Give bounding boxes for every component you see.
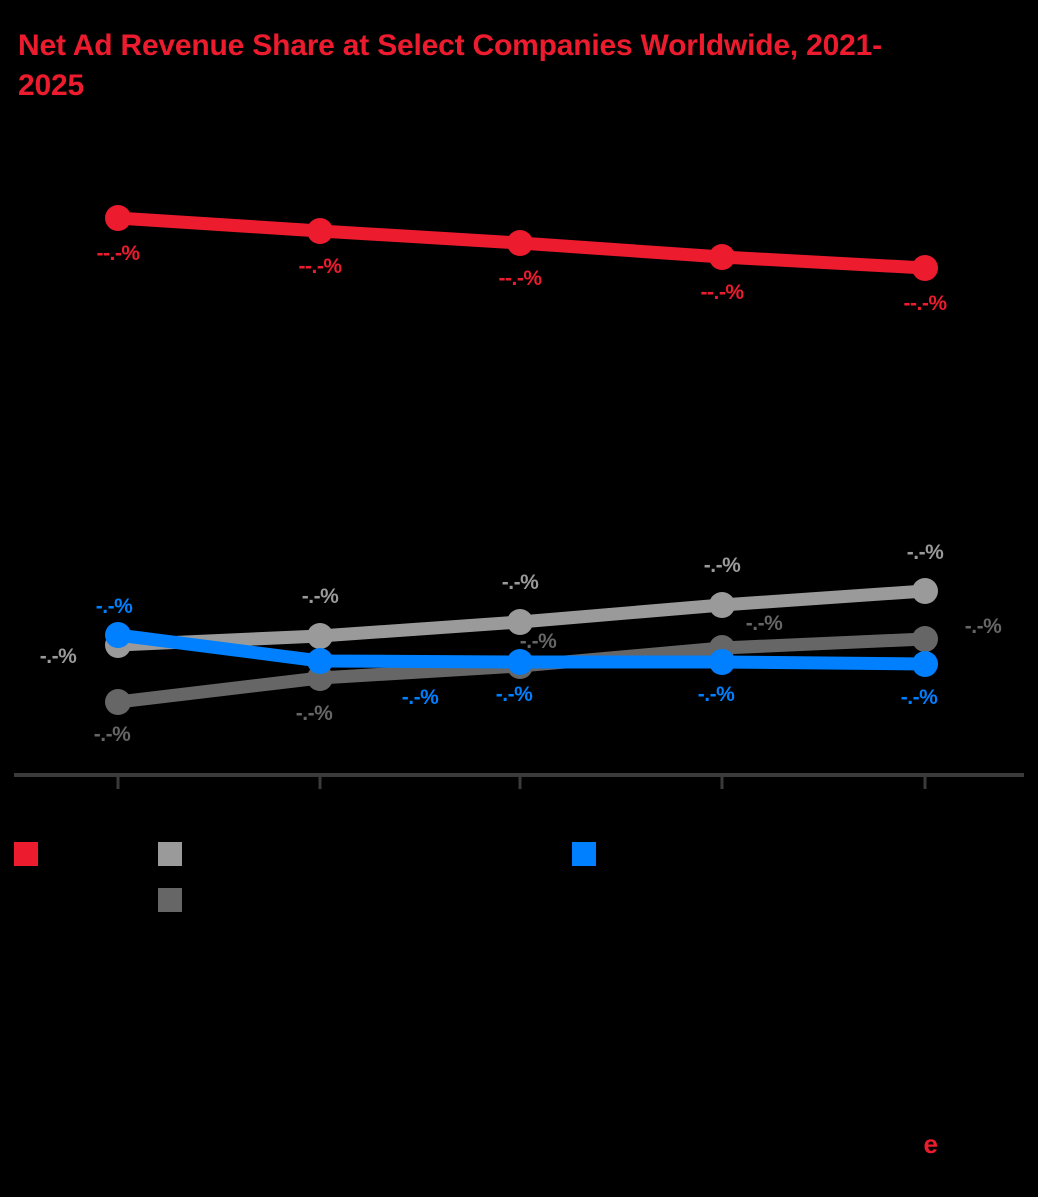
data-label-series-1-1: --.-% xyxy=(298,255,343,278)
series-line-series-2 xyxy=(105,578,938,658)
data-label-series-2-0: -.-% xyxy=(39,645,77,668)
data-point-series-2-1 xyxy=(307,623,333,649)
data-point-series-1-4 xyxy=(912,255,938,281)
emarketer-logo-icon: e xyxy=(923,1129,938,1159)
data-label-series-3-4: -.-% xyxy=(964,615,1002,638)
data-label-series-2-4: -.-% xyxy=(906,541,944,564)
chart-legend xyxy=(0,818,1038,928)
data-label-series-1-4: --.-% xyxy=(903,292,948,315)
plot-svg xyxy=(14,205,1024,789)
legend-series-3-swatch[interactable] xyxy=(158,888,182,912)
plot-area xyxy=(14,205,1024,789)
data-label-series-4-2: -.-% xyxy=(495,683,533,706)
data-label-series-1-2: --.-% xyxy=(498,267,543,290)
data-label-series-3-1: -.-% xyxy=(295,702,333,725)
data-label-series-4-3: -.-% xyxy=(697,683,735,706)
data-label-series-3-0: -.-% xyxy=(93,723,131,746)
data-label-series-1-3: --.-% xyxy=(700,281,745,304)
data-point-series-2-4 xyxy=(912,578,938,604)
data-point-series-1-2 xyxy=(507,230,533,256)
series-line-series-1 xyxy=(105,205,938,281)
data-point-series-3-4 xyxy=(912,626,938,652)
data-label-series-2-1: -.-% xyxy=(301,585,339,608)
data-point-series-1-1 xyxy=(307,218,333,244)
data-label-series-1-0: --.-% xyxy=(96,242,141,265)
data-point-series-1-3 xyxy=(709,244,735,270)
data-label-series-4-4: -.-% xyxy=(900,686,938,709)
data-point-series-2-3 xyxy=(709,592,735,618)
data-label-series-4-1: -.-% xyxy=(401,686,439,709)
legend-series-2-swatch[interactable] xyxy=(158,842,182,866)
data-point-series-4-2 xyxy=(507,649,533,675)
data-label-series-4-0: -.-% xyxy=(95,595,133,618)
legend-series-4-swatch[interactable] xyxy=(572,842,596,866)
data-point-series-4-3 xyxy=(709,649,735,675)
data-point-series-4-0 xyxy=(105,622,131,648)
data-point-series-2-2 xyxy=(507,609,533,635)
data-point-series-3-0 xyxy=(105,689,131,715)
data-point-series-1-0 xyxy=(105,205,131,231)
data-label-series-2-2: -.-% xyxy=(501,571,539,594)
data-point-series-4-1 xyxy=(307,648,333,674)
legend-series-1-swatch[interactable] xyxy=(14,842,38,866)
series-line-series-4 xyxy=(105,622,938,677)
data-label-series-2-3: -.-% xyxy=(703,554,741,577)
data-label-layer: --.-% --.-% --.-% --.-% --.-% -.-% -.-% -.-% -.-… xyxy=(39,242,1002,746)
data-label-series-3-3: -.-% xyxy=(745,612,783,635)
chart-title: Net Ad Revenue Share at Select Companies… xyxy=(18,29,882,102)
data-point-series-4-4 xyxy=(912,651,938,677)
data-label-series-3-2: -.-% xyxy=(519,630,557,653)
